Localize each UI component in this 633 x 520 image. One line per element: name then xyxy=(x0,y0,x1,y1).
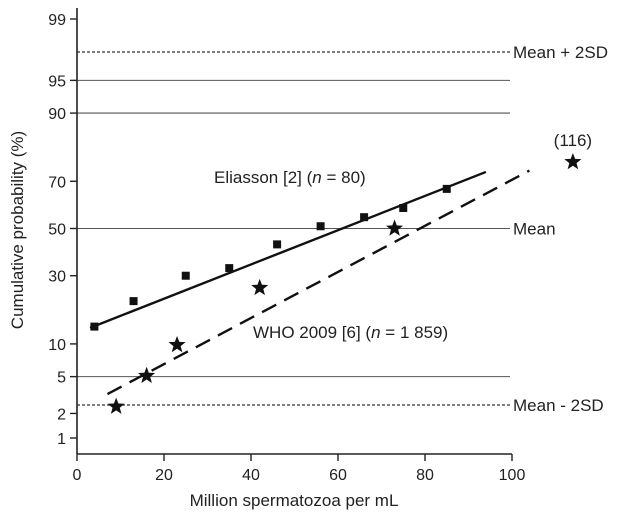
who-point xyxy=(107,397,125,414)
annotations: (116) xyxy=(554,131,592,150)
eliasson-point xyxy=(442,184,451,193)
outlier-annotation: (116) xyxy=(554,131,592,150)
eliasson-point xyxy=(273,240,282,249)
who-label-n: n xyxy=(371,323,380,342)
x-axis-title: Million spermatozoa per mL xyxy=(190,491,399,510)
y-tick-label: 5 xyxy=(57,370,66,387)
eliasson-fit-line xyxy=(89,170,487,329)
eliasson-point xyxy=(399,204,408,213)
y-tick-label: 99 xyxy=(48,12,66,29)
y-tick-label: 30 xyxy=(48,269,66,286)
y-tick-label: 70 xyxy=(48,174,66,191)
eliasson-point xyxy=(90,322,99,331)
y-tick-label: 50 xyxy=(48,222,66,239)
x-tick-label: 60 xyxy=(329,467,347,484)
eliasson-point xyxy=(316,222,325,231)
who-label-post: = 1 859) xyxy=(381,323,449,342)
y-tick-label: 2 xyxy=(57,406,66,423)
eliasson-point xyxy=(181,271,190,280)
x-tick-label: 80 xyxy=(416,467,434,484)
who-label-pre: WHO 2009 [6] ( xyxy=(253,323,371,342)
eliasson-label-post: = 80) xyxy=(322,168,366,187)
who-point xyxy=(138,366,156,384)
reference-line-labels: Mean + 2SD Mean Mean - 2SD xyxy=(513,43,608,415)
x-ticks: 0 20 40 60 80 100 xyxy=(73,454,526,484)
who-point xyxy=(251,278,269,296)
who-point xyxy=(385,219,404,236)
reference-line-label: Mean xyxy=(513,220,556,239)
who-fit-line xyxy=(106,169,530,396)
y-tick-label: 95 xyxy=(48,73,66,90)
fit-lines xyxy=(89,169,530,396)
reference-lines xyxy=(77,51,510,406)
x-tick-label: 20 xyxy=(155,467,173,484)
who-point xyxy=(168,335,186,353)
x-tick-label: 100 xyxy=(499,467,526,484)
eliasson-label-pre: Eliasson [2] ( xyxy=(214,168,313,187)
axes xyxy=(76,8,512,455)
y-axis-title: Cumulative probability (%) xyxy=(8,131,27,329)
eliasson-point xyxy=(129,297,138,306)
y-ticks: 1 2 5 10 30 50 70 90 95 99 xyxy=(48,12,77,448)
who-series-label: WHO 2009 [6] (n = 1 859) xyxy=(253,323,448,342)
reference-line-label: Mean - 2SD xyxy=(513,396,604,415)
y-tick-label: 1 xyxy=(57,431,66,448)
who-point xyxy=(564,152,582,170)
y-tick-label: 90 xyxy=(48,106,66,123)
x-tick-label: 0 xyxy=(73,467,82,484)
y-tick-label: 10 xyxy=(48,337,66,354)
eliasson-point xyxy=(360,213,369,222)
eliasson-series-label: Eliasson [2] (n = 80) xyxy=(214,168,366,187)
data-points xyxy=(90,152,582,414)
reference-line-label: Mean + 2SD xyxy=(513,43,608,62)
eliasson-label-n: n xyxy=(312,168,321,187)
eliasson-point xyxy=(225,264,234,273)
x-tick-label: 40 xyxy=(242,467,260,484)
